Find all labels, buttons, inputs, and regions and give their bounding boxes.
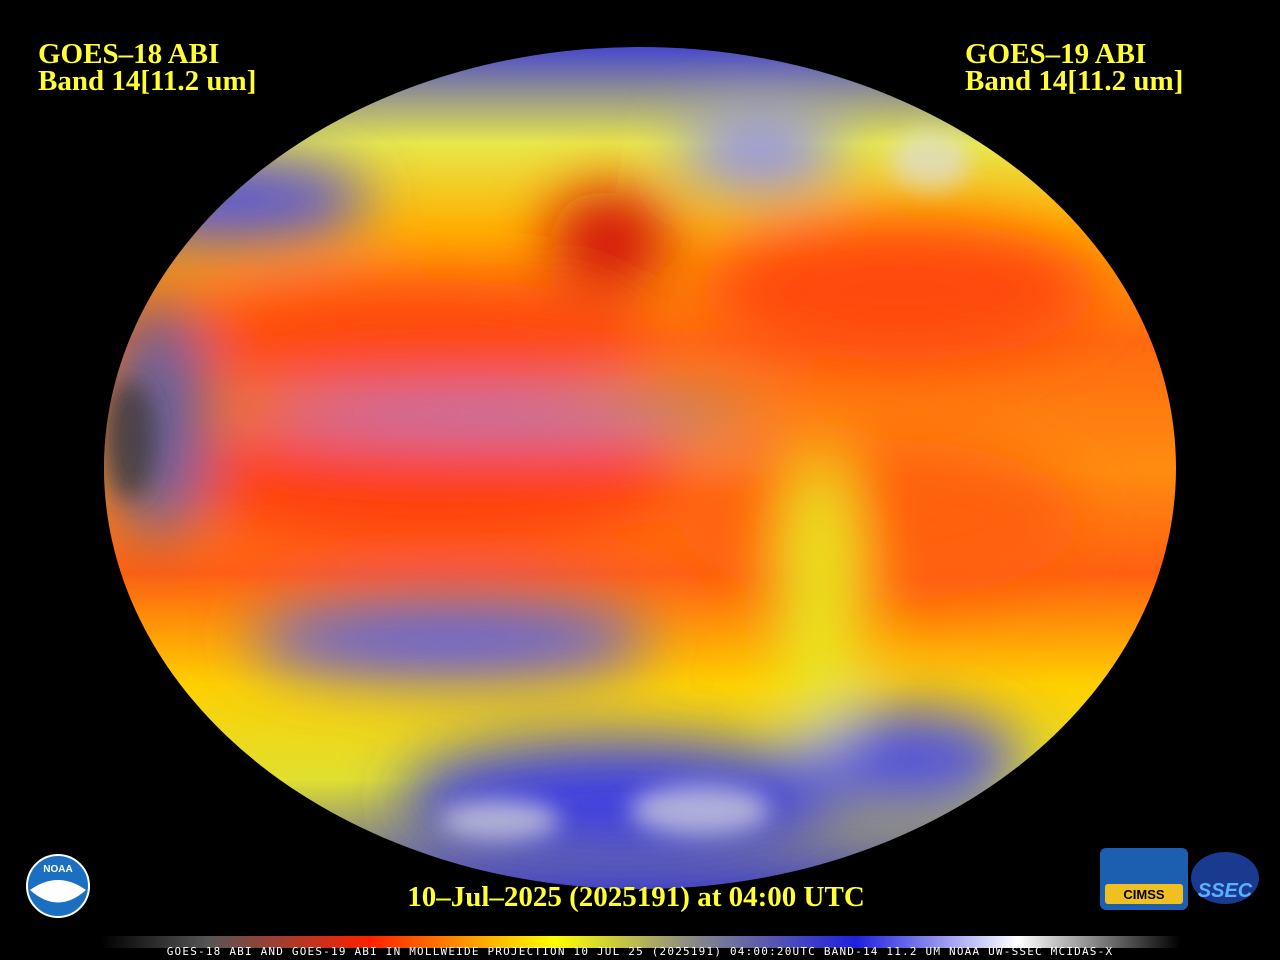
satellite-label: GOES–19 ABI: [965, 38, 1146, 70]
ssec-logo: SSEC: [1191, 852, 1259, 904]
globe-image: [104, 47, 1176, 889]
logo-text: CIMSS: [1123, 887, 1165, 902]
logo-text: NOAA: [43, 864, 72, 875]
band-label: Band 14[11.2 um]: [965, 65, 1183, 97]
header-left: GOES–18 ABI Band 14[11.2 um]: [38, 38, 256, 97]
timestamp: 10–Jul–2025 (2025191) at 04:00 UTC: [407, 881, 865, 913]
noaa-logo: NOAA: [26, 854, 90, 918]
band-label: Band 14[11.2 um]: [38, 65, 256, 97]
cimss-logo: CIMSS: [1100, 848, 1188, 910]
header-right: GOES–19 ABI Band 14[11.2 um]: [965, 38, 1183, 97]
color-bar: [100, 936, 1180, 948]
logo-text: SSEC: [1198, 880, 1253, 902]
footer-caption: GOES-18 ABI AND GOES-19 ABI IN MOLLWEIDE…: [167, 945, 1114, 958]
satellite-label: GOES–18 ABI: [38, 38, 219, 70]
